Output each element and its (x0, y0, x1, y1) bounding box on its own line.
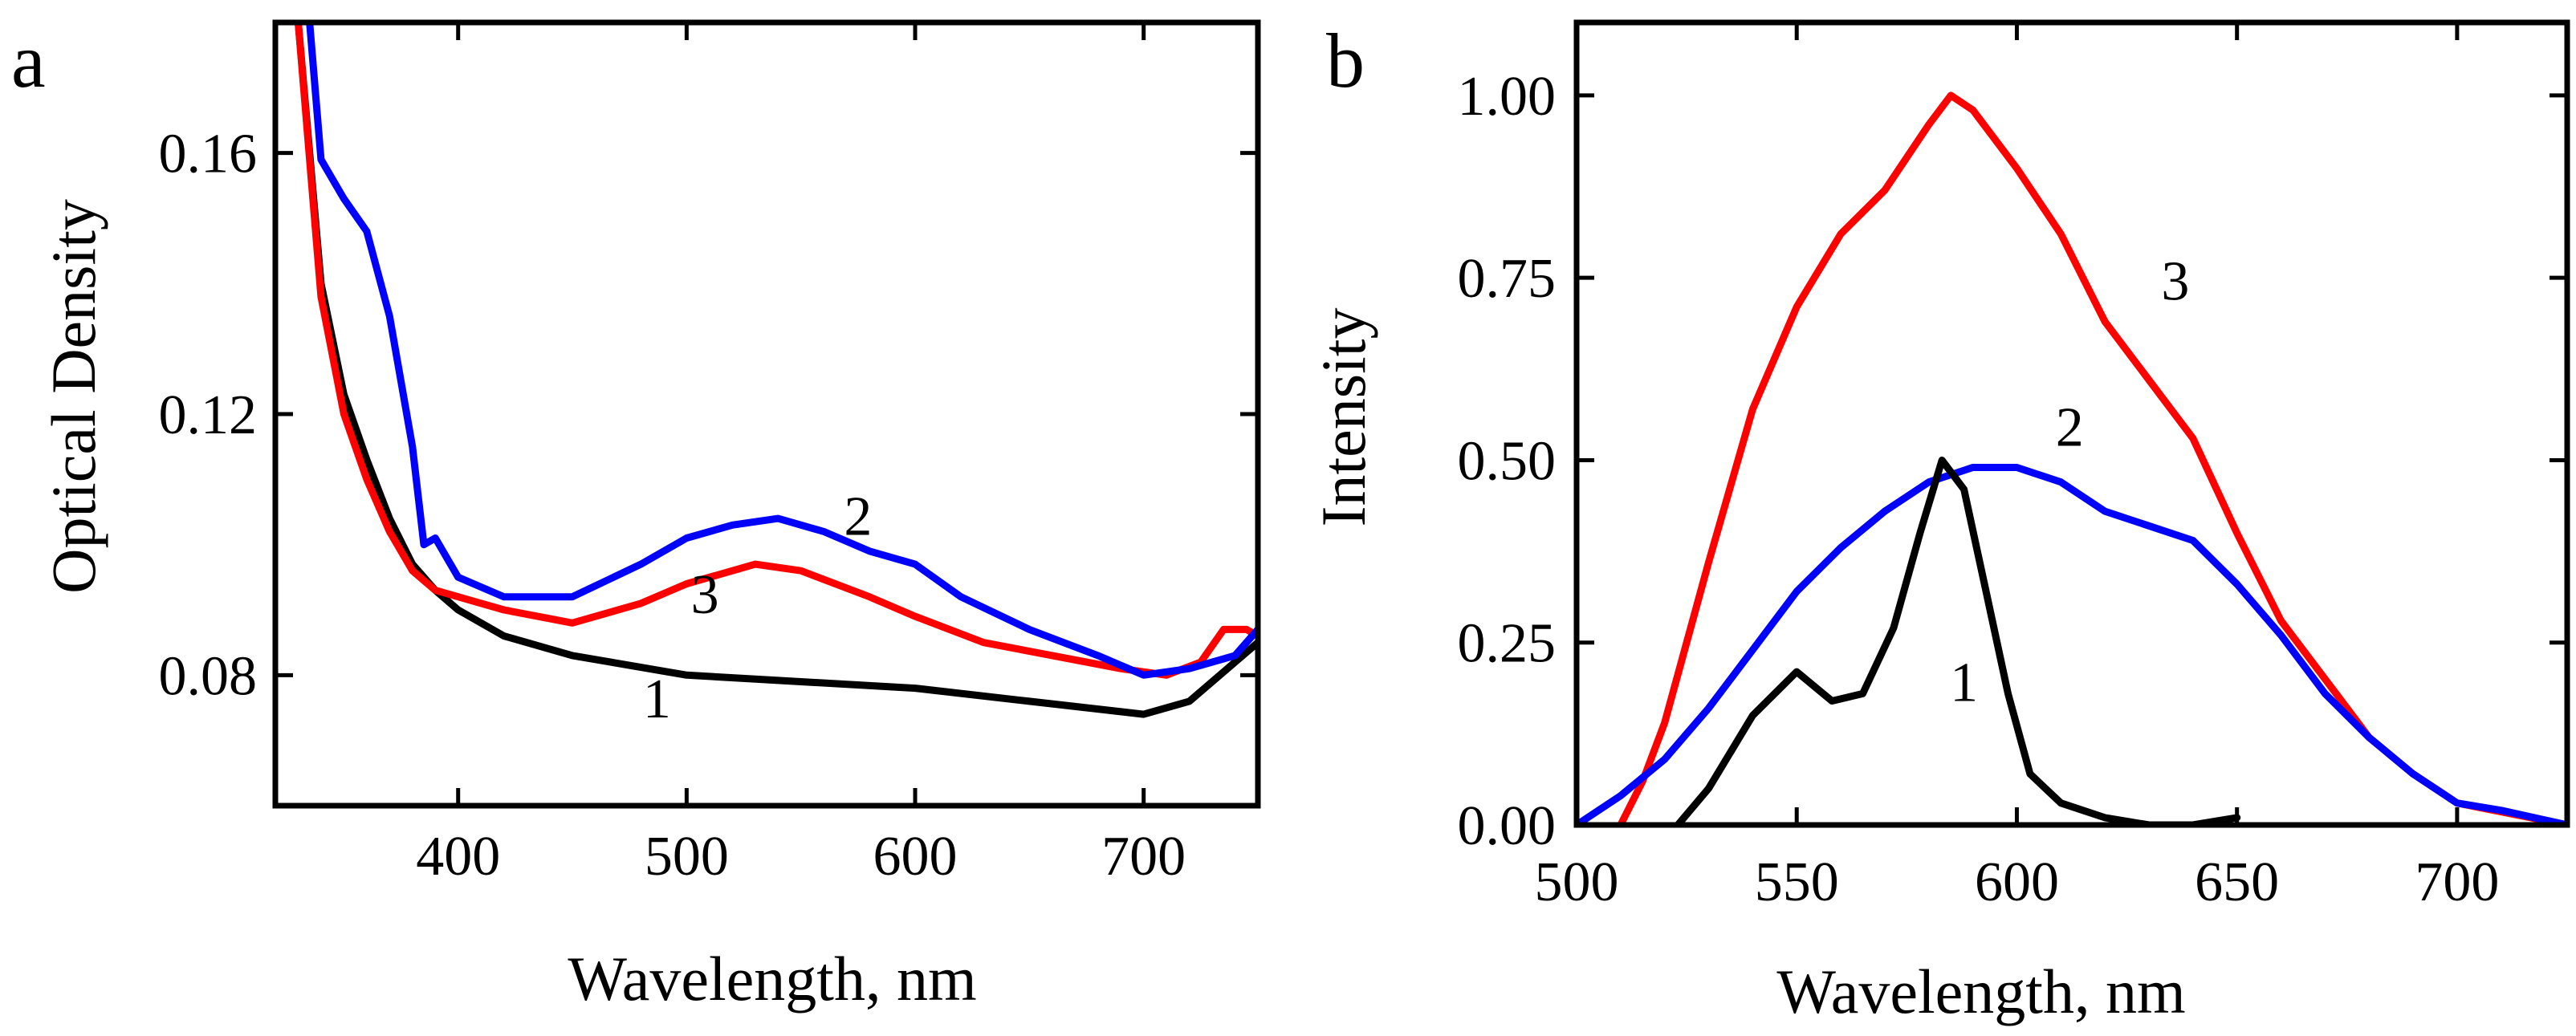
curve-label-1: 1 (643, 668, 671, 730)
panel-a-series (295, 22, 1258, 718)
panel-a-absorption-chart: a Optical Density Wavelength, nm 400 500 6… (11, 18, 1261, 1014)
x-tick-label: 500 (645, 826, 729, 888)
y-tick-label: 0.50 (1458, 430, 1557, 492)
y-tick-label: 0.16 (159, 124, 258, 185)
panel-a-ticks: 400 500 600 700 0.08 0.12 0.16 (159, 22, 1258, 888)
panel-a-x-axis-title: Wavelength, nm (568, 944, 976, 1014)
panel-a-plot-frame (272, 19, 1261, 809)
curve-label-3: 3 (691, 564, 719, 626)
curve-label-2: 2 (2056, 396, 2084, 458)
series-line-3 (295, 22, 1258, 679)
panel-b-curve-labels: 1 2 3 (1950, 250, 2189, 713)
x-tick-label: 650 (2195, 851, 2279, 913)
panel-b-ticks: 500 550 600 650 700 0.00 0.25 0.50 0.75 1.00 (1458, 22, 2567, 913)
x-tick-label: 550 (1755, 851, 1839, 913)
panel-b-emission-chart: b Intensity Wavelength, nm 500 550 600 650 7… (1308, 18, 2570, 1026)
y-tick-label: 0.12 (159, 384, 258, 446)
panel-a-y-axis-title: Optical Density (39, 199, 108, 594)
y-tick-label: 0.25 (1458, 613, 1557, 675)
series-line-1 (1674, 457, 2241, 825)
x-tick-label: 400 (416, 826, 500, 888)
panel-b-y-axis-title: Intensity (1308, 308, 1378, 527)
series-line-3 (1617, 91, 2567, 825)
curve-label-2: 2 (844, 485, 872, 547)
panel-b-label: b (1326, 18, 1365, 104)
x-tick-label: 700 (1101, 826, 1186, 888)
series-line-2 (1577, 464, 2567, 825)
curve-label-1: 1 (1950, 652, 1978, 713)
y-tick-label: 0.75 (1458, 248, 1557, 310)
x-tick-label: 500 (1535, 851, 1619, 913)
panel-a-curve-labels: 1 2 3 (643, 485, 872, 730)
x-tick-label: 700 (2415, 851, 2499, 913)
panel-b-series (1577, 91, 2567, 825)
panel-b-plot-frame (1573, 19, 2570, 828)
curve-label-3: 3 (2161, 250, 2189, 312)
panel-b-x-axis-title: Wavelength, nm (1776, 957, 2185, 1026)
y-tick-label: 0.00 (1458, 795, 1557, 857)
y-tick-label: 0.08 (159, 645, 258, 707)
x-tick-label: 600 (873, 826, 958, 888)
series-line-2 (306, 22, 1258, 679)
x-tick-label: 600 (1975, 851, 2059, 913)
y-tick-label: 1.00 (1458, 66, 1557, 128)
series-line-1 (295, 22, 1258, 718)
panel-a-label: a (11, 18, 46, 104)
